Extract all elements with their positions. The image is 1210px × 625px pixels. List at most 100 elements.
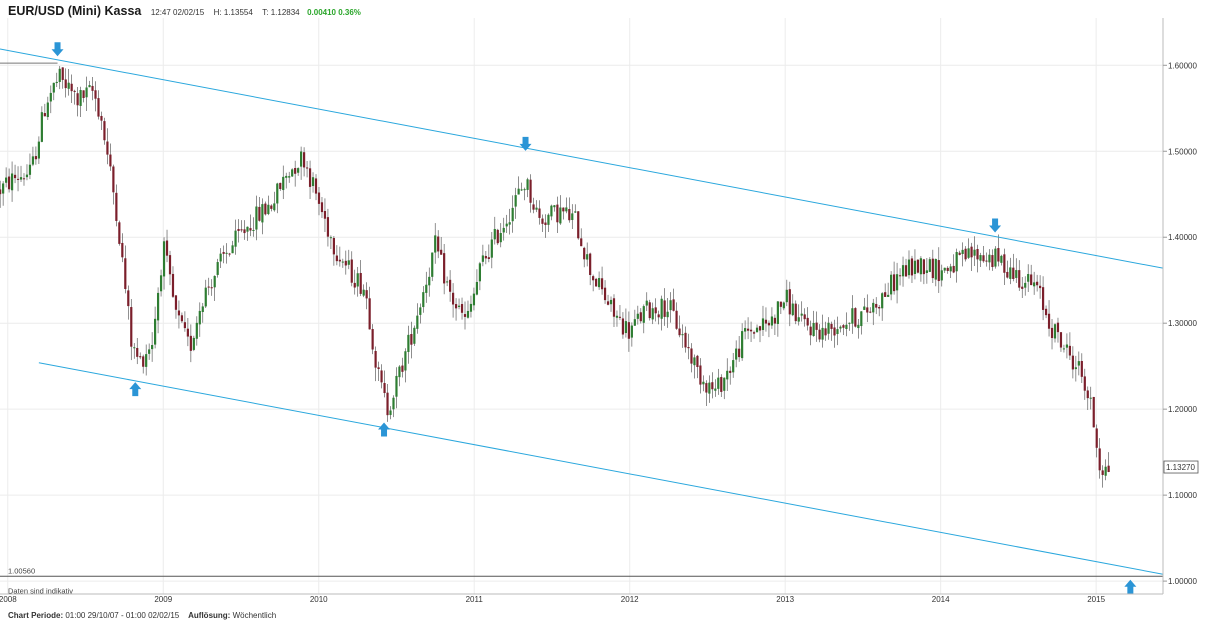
candle-body: [1101, 470, 1104, 475]
candle-body: [878, 307, 881, 309]
candle-body: [58, 68, 61, 82]
candle-body: [755, 327, 759, 333]
candle-body: [91, 85, 94, 91]
candle-body: [320, 202, 324, 213]
candle-body: [365, 290, 368, 299]
candle-body: [1030, 274, 1033, 286]
candle-body: [758, 326, 762, 331]
candle-body: [994, 248, 997, 267]
candle-body: [159, 275, 163, 292]
candle-body: [699, 365, 702, 385]
x-tick-label: 2013: [776, 595, 794, 604]
candle-body: [1006, 271, 1009, 278]
trend-channel: [0, 48, 1163, 575]
candle-body: [380, 370, 383, 383]
candle-body: [28, 164, 32, 175]
candle-body: [124, 258, 127, 290]
candle-body: [347, 260, 350, 265]
candle-body: [1015, 270, 1018, 278]
candle-body: [106, 141, 109, 155]
candle-body: [654, 307, 657, 314]
candle-body: [520, 189, 523, 191]
candle-body: [431, 252, 434, 277]
candle-body: [222, 252, 225, 254]
candle-body: [377, 367, 380, 369]
candle-body: [895, 274, 899, 291]
data-disclaimer: Daten sind indikativ: [8, 586, 73, 595]
candle-body: [681, 334, 684, 336]
candle-body: [592, 276, 595, 281]
candle-body: [383, 383, 386, 394]
candle-body: [189, 335, 192, 351]
candle-body: [794, 303, 797, 322]
candle-body: [597, 278, 601, 288]
candle-body: [243, 229, 246, 234]
candle-body: [514, 195, 517, 207]
candle-body: [675, 310, 678, 329]
candle-body: [368, 298, 371, 330]
price-chart[interactable]: 1.00000 1.10000 1.20000 1.30000 1.40000 1.500…: [0, 0, 1210, 612]
candle-body: [443, 253, 446, 284]
candle-body: [1059, 332, 1063, 348]
candle-body: [621, 318, 625, 335]
candle-body: [428, 276, 431, 286]
period-label: Chart Periode:: [8, 611, 64, 620]
candle-body: [711, 382, 714, 390]
candle-body: [291, 169, 294, 177]
candle-body: [1018, 270, 1021, 288]
candle-body: [240, 229, 243, 231]
candle-body: [547, 214, 550, 225]
candle-body: [979, 255, 982, 261]
candle-body: [708, 382, 711, 394]
candle-body: [97, 98, 100, 117]
candle-body: [544, 222, 547, 225]
last-price-tag: 1.13270: [1163, 460, 1199, 474]
candle-body: [419, 307, 422, 315]
candle-body: [154, 318, 157, 345]
candle-body: [553, 205, 556, 208]
candle-body: [294, 167, 297, 174]
candle-body: [82, 90, 85, 98]
candle-body: [928, 259, 931, 272]
candle-body: [609, 299, 613, 305]
candle-body: [282, 176, 285, 191]
candle-body: [1077, 361, 1080, 366]
candle-body: [866, 307, 869, 313]
candle-body: [696, 355, 699, 367]
candle-body: [684, 332, 687, 348]
candle-body: [612, 298, 616, 317]
candle-body: [374, 350, 377, 368]
candle-body: [356, 273, 359, 287]
candle-body: [556, 204, 559, 223]
candle-body: [624, 321, 628, 334]
candle-body: [702, 381, 705, 385]
candle-body: [550, 205, 553, 217]
candle-body: [139, 356, 142, 358]
candle-body: [279, 182, 282, 190]
candle-body: [490, 239, 493, 258]
candle-body: [770, 316, 774, 326]
y-tick-label: 1.50000: [1168, 147, 1197, 156]
candle-body: [350, 259, 353, 283]
candle-body: [449, 279, 452, 292]
candle-body: [851, 308, 854, 324]
candle-body: [273, 203, 276, 211]
candle-body: [13, 174, 17, 179]
candle-body: [830, 323, 833, 329]
candle-body: [0, 189, 2, 195]
low-value: T: 1.12834: [262, 8, 300, 17]
candle-body: [749, 329, 753, 332]
candle-body: [85, 87, 88, 98]
candle-body: [392, 397, 395, 410]
x-tick-label: 2008: [0, 595, 17, 604]
candle-body: [425, 284, 428, 293]
candle-body: [884, 292, 887, 297]
candle-body: [854, 308, 857, 327]
candle-body: [261, 204, 264, 223]
candle-body: [997, 248, 1000, 262]
candle-body: [729, 370, 732, 373]
candle-body: [916, 259, 920, 273]
candle-body: [785, 289, 788, 303]
candle-body: [943, 267, 946, 271]
last-price-box: [1163, 460, 1199, 474]
